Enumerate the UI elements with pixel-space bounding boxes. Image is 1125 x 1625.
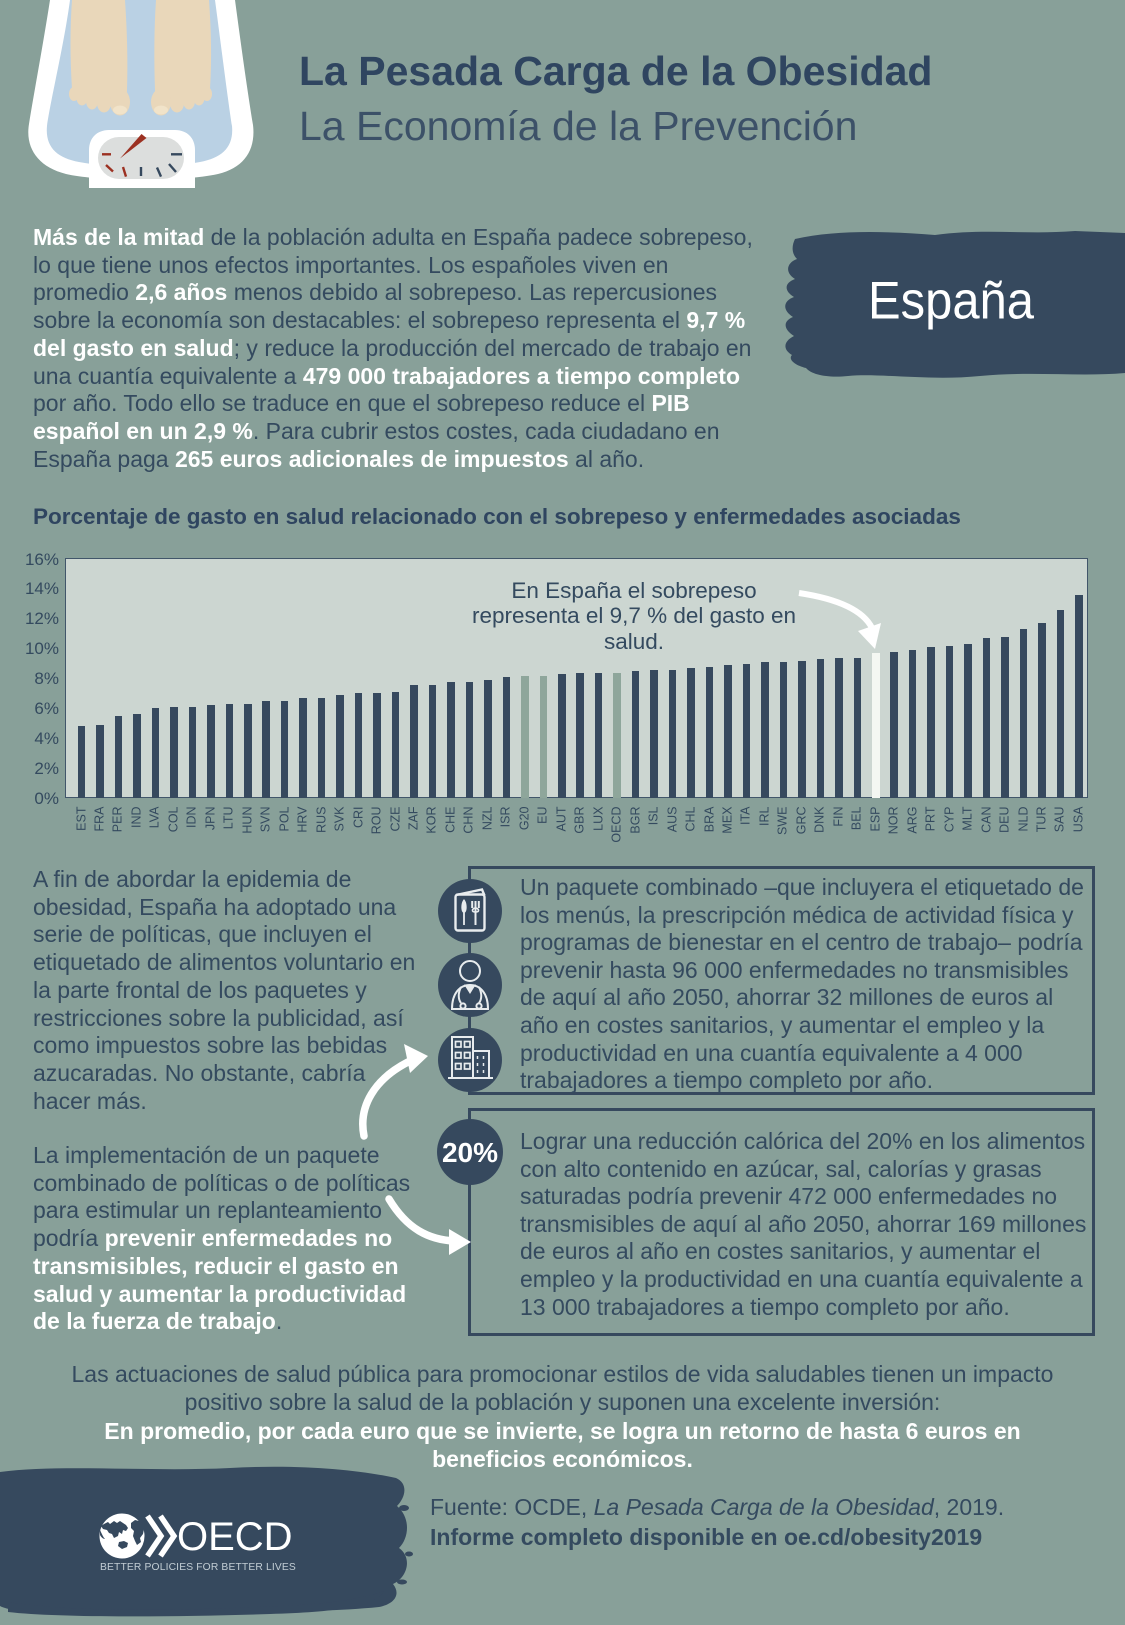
svg-text:España: España bbox=[868, 272, 1035, 331]
svg-text:OECD: OECD bbox=[177, 1515, 293, 1559]
svg-text:BETTER POLICIES FOR BETTER LIV: BETTER POLICIES FOR BETTER LIVES bbox=[100, 1562, 296, 1573]
svg-text:20%: 20% bbox=[442, 1137, 498, 1168]
